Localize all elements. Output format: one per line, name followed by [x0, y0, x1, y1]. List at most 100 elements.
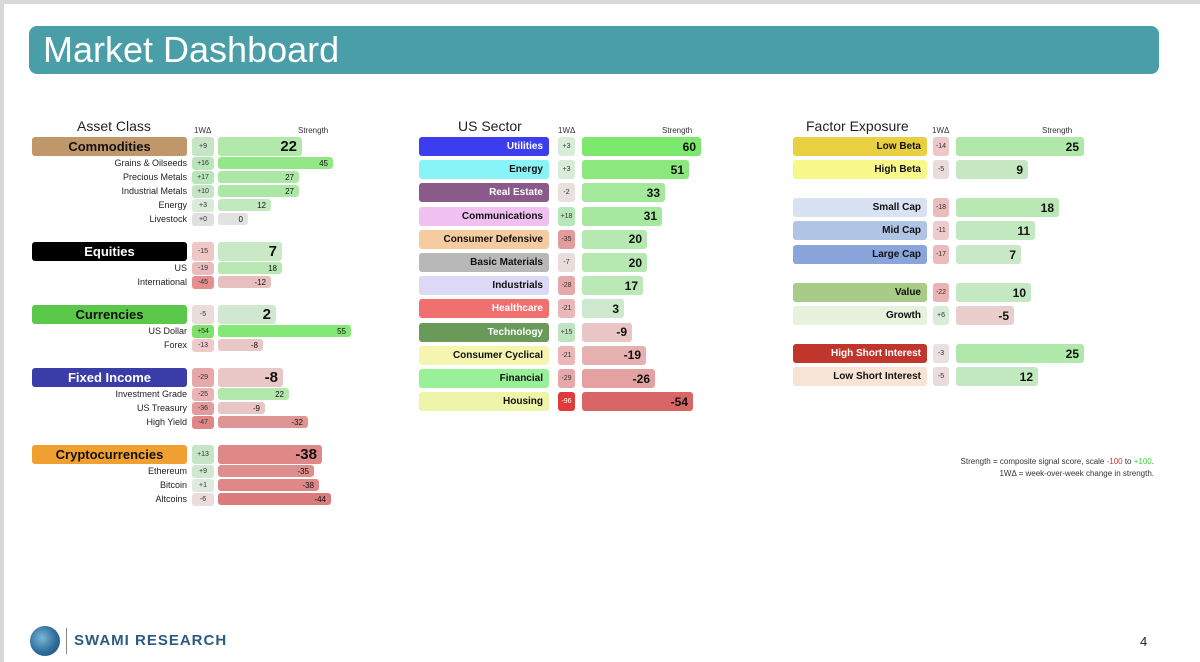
asset-item-delta-0-0: +16 [192, 157, 214, 170]
factor-exposure-header: Factor Exposure [806, 118, 909, 134]
group-strength-bar-3: -8 [218, 368, 283, 387]
asset-item-delta-1-1: -45 [192, 276, 214, 289]
sector-label-9: Consumer Cyclical [419, 345, 549, 365]
factor-strength-bar-7: 25 [956, 344, 1084, 363]
factor-strength-bar-2: 18 [956, 198, 1059, 217]
asset-item-strength-bar-0-0: 45 [218, 157, 333, 169]
sector-strength-bar-6: 17 [582, 276, 643, 296]
sector-delta-1: +3 [558, 160, 575, 180]
asset-item-strength-bar-0-1: 27 [218, 171, 299, 183]
sector-label-1: Energy [419, 160, 549, 180]
asset-item-label-4-2: Altcoins [155, 494, 187, 504]
asset-item-label-2-1: Forex [163, 340, 187, 350]
factor-label-5: Value [793, 283, 927, 302]
group-delta-3: -29 [192, 368, 214, 387]
factor-strength-bar-8: 12 [956, 367, 1038, 386]
asset-item-strength-bar-0-4: 0 [218, 213, 248, 225]
factor-label-3: Mid Cap [793, 221, 927, 240]
asset-item-strength-bar-2-1: -8 [218, 339, 263, 351]
sector-label-8: Technology [419, 322, 549, 342]
group-delta-0: +9 [192, 137, 214, 156]
asset-item-delta-2-0: +54 [192, 325, 214, 338]
sector-delta-6: -28 [558, 276, 575, 296]
group-delta-1: -15 [192, 242, 214, 261]
factor-delta-3: -11 [933, 221, 949, 240]
left-border [0, 0, 4, 662]
asset-strength-header: Strength [298, 126, 329, 135]
group-label-1: Equities [32, 242, 187, 261]
sector-strength-bar-11: -54 [582, 392, 693, 412]
group-strength-bar-2: 2 [218, 305, 276, 324]
group-strength-bar-1: 7 [218, 242, 282, 261]
factor-strength-bar-5: 10 [956, 283, 1031, 302]
factor-delta-8: -5 [933, 367, 949, 386]
sector-label-5: Basic Materials [419, 253, 549, 272]
group-strength-bar-4: -38 [218, 445, 322, 464]
asset-item-label-3-2: High Yield [146, 417, 187, 427]
asset-item-delta-3-2: -47 [192, 416, 214, 429]
asset-item-delta-3-0: -25 [192, 388, 214, 401]
asset-item-delta-4-2: -6 [192, 493, 214, 506]
factor-delta-1: -5 [933, 160, 949, 179]
sector-strength-bar-10: -26 [582, 369, 655, 388]
sector-delta-3: +18 [558, 206, 575, 226]
asset-item-strength-bar-4-2: -44 [218, 493, 331, 505]
asset-item-delta-4-1: +1 [192, 479, 214, 492]
asset-item-label-3-0: Investment Grade [115, 389, 187, 399]
asset-item-delta-0-2: +10 [192, 185, 214, 198]
asset-item-label-0-3: Energy [158, 200, 187, 210]
brand-name: SWAMI RESEARCH [74, 632, 228, 649]
sector-label-10: Financial [419, 369, 549, 388]
asset-item-delta-0-4: +0 [192, 213, 214, 226]
factor-delta-2: -18 [933, 198, 949, 217]
sector-strength-bar-9: -19 [582, 345, 646, 365]
sector-strength-bar-1: 51 [582, 160, 689, 180]
page-number: 4 [1140, 634, 1148, 649]
sector-delta-5: -7 [558, 253, 575, 272]
factor-label-6: Growth [793, 306, 927, 325]
group-label-0: Commodities [32, 137, 187, 156]
sector-strength-bar-5: 20 [582, 253, 647, 272]
asset-delta-header: 1WΔ [194, 126, 212, 135]
asset-item-strength-bar-4-1: -38 [218, 479, 319, 491]
sector-label-6: Industrials [419, 276, 549, 296]
asset-item-delta-0-1: +17 [192, 171, 214, 184]
factor-label-8: Low Short Interest [793, 367, 927, 386]
asset-item-label-4-0: Ethereum [147, 466, 187, 476]
sector-delta-7: -21 [558, 299, 575, 319]
sector-delta-header: 1WΔ [558, 126, 576, 135]
sector-strength-bar-4: 20 [582, 229, 647, 249]
legend-end: . [1151, 457, 1154, 466]
sector-strength-bar-3: 31 [582, 206, 662, 226]
sector-delta-11: -96 [558, 392, 575, 412]
asset-item-strength-bar-1-1: -12 [218, 276, 271, 288]
factor-strength-bar-0: 25 [956, 137, 1084, 156]
factor-strength-bar-6: -5 [956, 306, 1014, 325]
asset-item-strength-bar-3-1: -9 [218, 402, 265, 414]
factor-delta-7: -3 [933, 344, 949, 363]
asset-item-strength-bar-3-2: -32 [218, 416, 308, 428]
asset-item-delta-0-3: +3 [192, 199, 214, 212]
factor-label-1: High Beta [793, 160, 927, 179]
factor-delta-header: 1WΔ [932, 126, 950, 135]
asset-item-strength-bar-1-0: 18 [218, 262, 282, 274]
asset-item-strength-bar-0-3: 12 [218, 199, 271, 211]
legend-pos: +100 [1133, 457, 1152, 466]
factor-strength-header: Strength [1042, 126, 1073, 135]
factor-delta-5: -22 [933, 283, 949, 302]
sector-delta-2: -2 [558, 183, 575, 203]
legend-line2: 1WΔ = week-over-week change in strength. [999, 469, 1154, 478]
asset-item-label-0-0: Grains & Oilseeds [114, 158, 187, 168]
asset-item-label-4-1: Bitcoin [159, 480, 187, 490]
legend-line1-pre: Strength = composite signal score, scale [960, 457, 1107, 466]
legend: Strength = composite signal score, scale… [870, 456, 1154, 480]
group-delta-2: -5 [192, 305, 214, 324]
sector-delta-8: +15 [558, 322, 575, 342]
factor-delta-0: -14 [933, 137, 949, 156]
page-title: Market Dashboard [43, 29, 340, 70]
asset-item-strength-bar-4-0: -35 [218, 465, 314, 477]
sector-delta-4: -35 [558, 229, 575, 249]
asset-item-label-1-1: International [137, 277, 187, 287]
asset-item-label-0-1: Precious Metals [122, 172, 187, 182]
sector-label-2: Real Estate [419, 183, 549, 203]
